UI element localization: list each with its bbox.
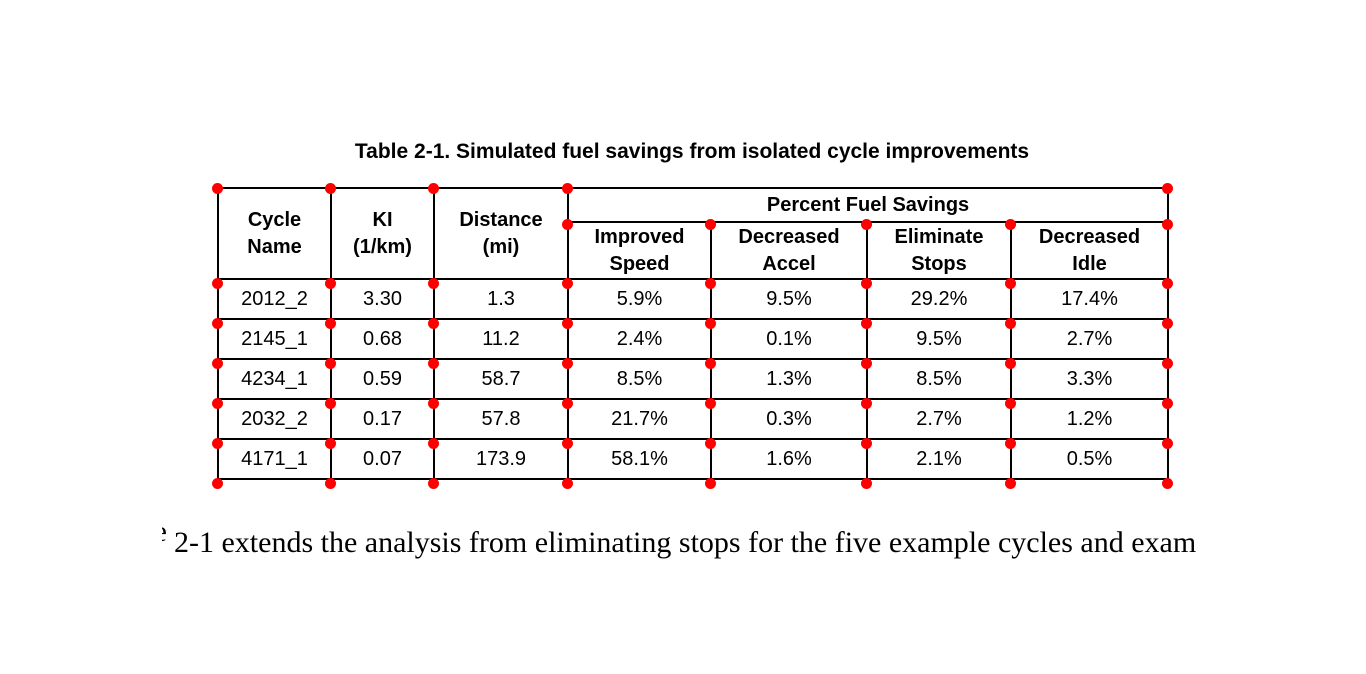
cell-decreased-idle: 2.7% xyxy=(1009,318,1170,360)
cell-improved-speed: 2.4% xyxy=(567,318,712,360)
cell-decreased-accel: 0.1% xyxy=(710,318,868,360)
cell-decreased-idle: 1.2% xyxy=(1009,398,1170,440)
col-header-decreased-idle: Decreased Idle xyxy=(1009,221,1170,280)
cell-distance: 58.7 xyxy=(433,358,569,400)
header-line: Decreased xyxy=(738,226,840,249)
header-row-group: Cycle Name KI (1/km) Distance (mi) Perce… xyxy=(217,187,1170,280)
cell-ki: 3.30 xyxy=(330,278,435,320)
header-line: Stops xyxy=(911,252,967,275)
header-line: Distance xyxy=(459,209,543,232)
header-row-sub: Improved Speed Decreased Accel Eliminate… xyxy=(218,221,1170,280)
cell-cycle-name: 2032_2 xyxy=(217,398,332,440)
table-row: 2032_2 0.17 57.8 21.7% 0.3% 2.7% 1.2% xyxy=(217,398,1170,440)
col-header-decreased-accel: Decreased Accel xyxy=(710,221,868,280)
table-row: 2012_2 3.30 1.3 5.9% 9.5% 29.2% 17.4% xyxy=(217,278,1170,320)
clipped-word-fragment-text: e xyxy=(162,515,167,548)
header-line: Idle xyxy=(1072,252,1107,275)
header-line: (1/km) xyxy=(353,235,412,258)
cell-eliminate-stops: 2.7% xyxy=(866,398,1012,440)
cell-decreased-accel: 1.3% xyxy=(710,358,868,400)
cell-ki: 0.59 xyxy=(330,358,435,400)
cell-eliminate-stops: 29.2% xyxy=(866,278,1012,320)
table-row: 4171_1 0.07 173.9 58.1% 1.6% 2.1% 0.5% xyxy=(217,438,1170,480)
cell-cycle-name: 2145_1 xyxy=(217,318,332,360)
cell-ki: 0.07 xyxy=(330,438,435,480)
cell-distance: 11.2 xyxy=(433,318,569,360)
table-row: 4234_1 0.59 58.7 8.5% 1.3% 8.5% 3.3% xyxy=(217,358,1170,400)
cell-decreased-accel: 0.3% xyxy=(710,398,868,440)
clipped-word-fragment: e xyxy=(162,512,167,552)
cell-improved-speed: 58.1% xyxy=(567,438,712,480)
cell-distance: 57.8 xyxy=(433,398,569,440)
cell-improved-speed: 21.7% xyxy=(567,398,712,440)
cell-improved-speed: 8.5% xyxy=(567,358,712,400)
table-caption: Table 2-1. Simulated fuel savings from i… xyxy=(354,140,1030,163)
body-text: 2-1 extends the analysis from eliminatin… xyxy=(174,526,1197,559)
cell-decreased-accel: 1.6% xyxy=(710,438,868,480)
cell-decreased-idle: 3.3% xyxy=(1009,358,1170,400)
col-header-ki: KI (1/km) xyxy=(330,187,435,280)
header-line: Improved xyxy=(594,226,685,249)
group-header-percent-fuel-savings: Percent Fuel Savings xyxy=(566,187,1170,223)
cell-decreased-idle: 17.4% xyxy=(1009,278,1170,320)
header-line: KI xyxy=(372,209,393,232)
header-line: Eliminate xyxy=(894,226,984,249)
header-line: (mi) xyxy=(482,235,520,258)
header-line: Cycle xyxy=(247,209,302,232)
header-line: Decreased xyxy=(1038,226,1141,249)
cell-cycle-name: 2012_2 xyxy=(217,278,332,320)
fuel-savings-table: Cycle Name KI (1/km) Distance (mi) Perce… xyxy=(217,187,1170,480)
cell-decreased-idle: 0.5% xyxy=(1009,438,1170,480)
col-header-distance: Distance (mi) xyxy=(433,187,569,280)
cell-decreased-accel: 9.5% xyxy=(710,278,868,320)
header-line: Name xyxy=(247,235,302,258)
cell-ki: 0.17 xyxy=(330,398,435,440)
col-header-cycle-name: Cycle Name xyxy=(217,187,332,280)
cell-eliminate-stops: 2.1% xyxy=(866,438,1012,480)
col-header-eliminate-stops: Eliminate Stops xyxy=(866,221,1012,280)
cell-cycle-name: 4234_1 xyxy=(217,358,332,400)
cell-ki: 0.68 xyxy=(330,318,435,360)
cell-distance: 1.3 xyxy=(433,278,569,320)
cell-eliminate-stops: 9.5% xyxy=(866,318,1012,360)
col-header-improved-speed: Improved Speed xyxy=(567,221,712,280)
header-line: Accel xyxy=(762,252,816,275)
table-row: 2145_1 0.68 11.2 2.4% 0.1% 9.5% 2.7% xyxy=(217,318,1170,360)
cell-distance: 173.9 xyxy=(433,438,569,480)
header-line: Speed xyxy=(609,252,670,275)
cell-eliminate-stops: 8.5% xyxy=(866,358,1012,400)
cell-improved-speed: 5.9% xyxy=(567,278,712,320)
body-text-line: e2-1 extends the analysis from eliminati… xyxy=(162,512,1196,563)
cell-cycle-name: 4171_1 xyxy=(217,438,332,480)
